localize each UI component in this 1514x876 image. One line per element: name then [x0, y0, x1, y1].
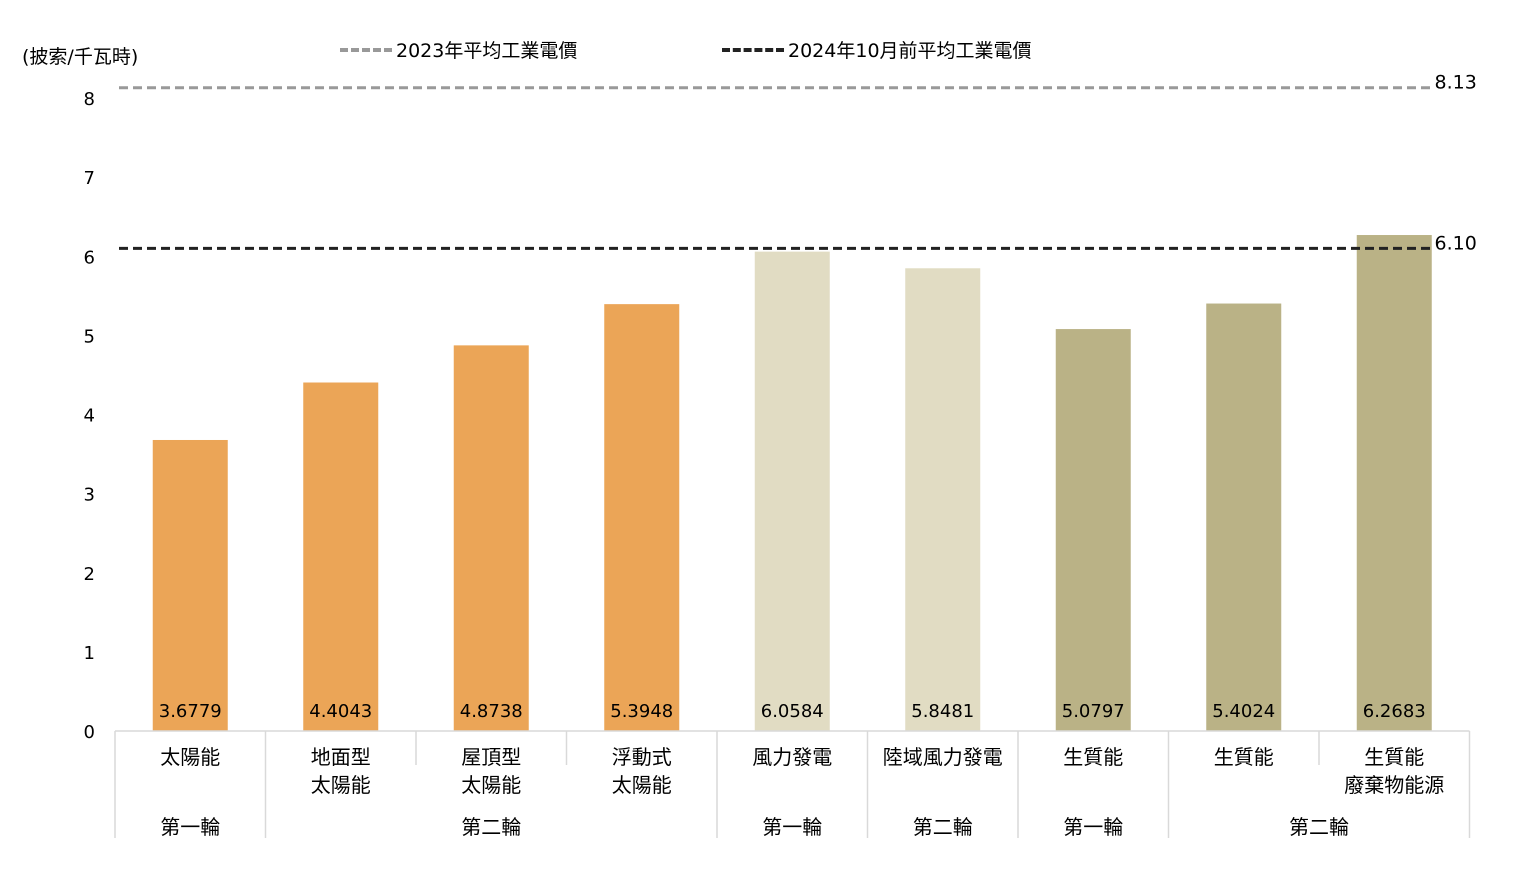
- bar: [604, 304, 680, 731]
- x-group-label: 第二輪: [913, 815, 973, 839]
- bar-value-label: 4.8738: [460, 701, 523, 722]
- x-category-label: 生質能: [1063, 745, 1123, 769]
- x-group-label: 第一輪: [160, 815, 220, 839]
- legend-swatch-2023: [340, 47, 392, 52]
- legend-label-2023: 2023年平均工業電價: [396, 40, 578, 62]
- bar-value-label: 5.8481: [911, 701, 974, 722]
- bar: [303, 382, 379, 731]
- x-category-label: 地面型太陽能: [311, 745, 371, 797]
- y-tick-label: 4: [84, 406, 95, 427]
- y-tick-label: 3: [84, 485, 95, 506]
- bar-value-label: 6.2683: [1363, 701, 1426, 722]
- reference-line-value-label: 6.10: [1435, 232, 1477, 254]
- y-tick-label: 6: [84, 247, 95, 268]
- legend-item-2023-average: 2023年平均工業電價: [340, 36, 577, 63]
- x-category-label: 生質能廢棄物能源: [1344, 745, 1444, 797]
- bar-value-label: 4.4043: [309, 701, 372, 722]
- x-group-label: 第二輪: [1289, 815, 1349, 839]
- x-category-label: 陸域風力發電: [883, 745, 1003, 769]
- bar: [754, 251, 830, 732]
- y-tick-label: 2: [84, 564, 95, 585]
- y-tick-label: 0: [84, 722, 95, 743]
- x-category-label: 太陽能: [160, 745, 220, 769]
- x-group-label: 第二輪: [461, 815, 521, 839]
- bar: [453, 345, 529, 731]
- legend-label-2024: 2024年10月前平均工業電價: [788, 40, 1032, 62]
- bar: [1055, 329, 1131, 731]
- x-category-label: 生質能: [1214, 745, 1274, 769]
- bar: [1356, 235, 1432, 732]
- y-tick-label: 1: [84, 643, 95, 664]
- y-tick-label: 7: [84, 168, 95, 189]
- bar-value-label: 6.0584: [761, 701, 824, 722]
- x-group-label: 第一輪: [1063, 815, 1123, 839]
- y-tick-label: 8: [84, 89, 95, 110]
- bar-value-label: 5.0797: [1062, 701, 1125, 722]
- bar: [152, 439, 228, 731]
- x-category-label: 屋頂型太陽能: [461, 745, 521, 797]
- bar-value-label: 5.3948: [610, 701, 673, 722]
- bar-value-label: 3.6779: [159, 701, 222, 722]
- bar-value-label: 5.4024: [1212, 701, 1275, 722]
- x-group-label: 第一輪: [762, 815, 822, 839]
- x-category-label: 浮動式太陽能: [612, 745, 672, 797]
- legend-swatch-2024: [722, 47, 784, 52]
- x-category-label: 風力發電: [752, 745, 832, 769]
- y-tick-label: 5: [84, 326, 95, 347]
- bar: [905, 268, 981, 731]
- bar: [1206, 303, 1282, 731]
- reference-line-value-label: 8.13: [1435, 72, 1477, 94]
- legend-item-2024-oct-average: 2024年10月前平均工業電價: [722, 36, 1032, 63]
- y-axis-unit-label: (披索/千瓦時): [22, 46, 139, 68]
